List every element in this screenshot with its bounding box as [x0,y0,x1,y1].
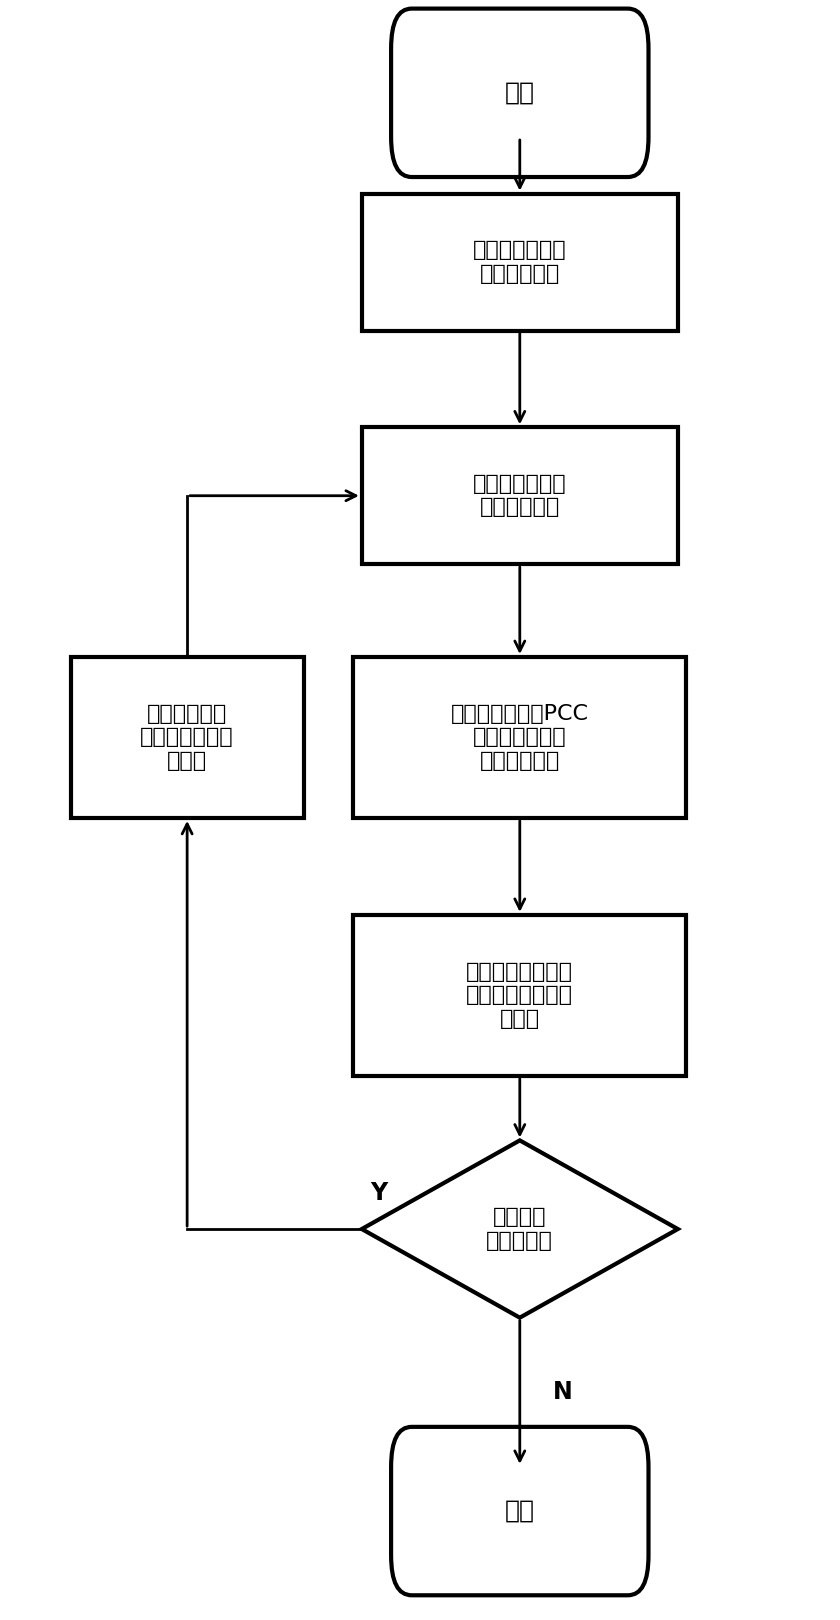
Text: 电压源型逆变器
正常开机运行: 电压源型逆变器 正常开机运行 [473,240,567,284]
Text: 采集公共耦合点PCC
电压响应信号和
电流响应信号: 采集公共耦合点PCC 电压响应信号和 电流响应信号 [451,705,589,771]
Bar [71,656,303,818]
Polygon shape [362,1140,678,1317]
FancyBboxPatch shape [391,1427,648,1596]
Bar [354,656,686,818]
Text: 改变电网阻抗
中的电阻或电感
的大小: 改变电网阻抗 中的电阻或电感 的大小 [140,705,234,771]
Text: 是否改变
电网阻抗？: 是否改变 电网阻抗？ [486,1207,554,1251]
Text: 向逆变器系统中
注入扰动信号: 向逆变器系统中 注入扰动信号 [473,475,567,517]
Bar [362,193,678,330]
Text: Y: Y [370,1181,387,1205]
Bar [354,915,686,1076]
Text: 开始: 开始 [505,81,535,105]
Text: 结束: 结束 [505,1498,535,1523]
Bar [362,428,678,564]
FancyBboxPatch shape [391,8,648,177]
Text: 经过电网阻抗计算
单元，计算得到电
网阻抗: 经过电网阻抗计算 单元，计算得到电 网阻抗 [466,962,573,1029]
Text: N: N [553,1380,573,1405]
